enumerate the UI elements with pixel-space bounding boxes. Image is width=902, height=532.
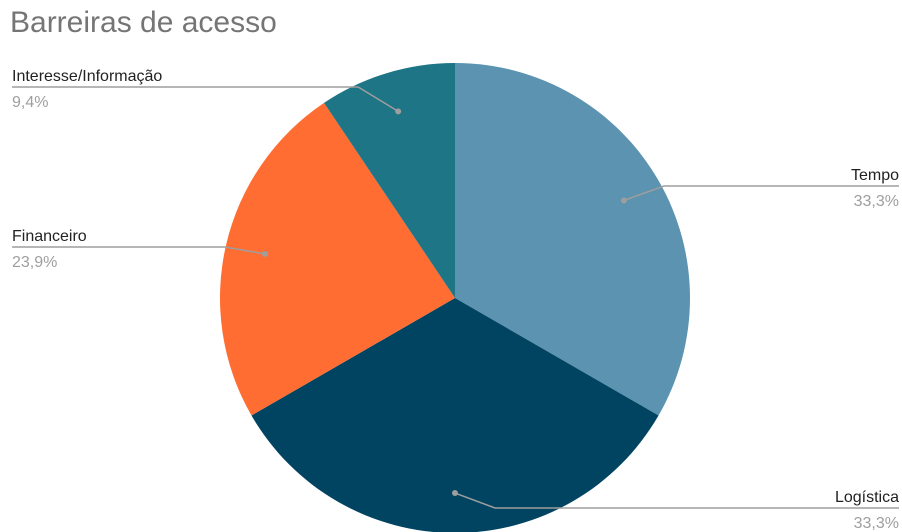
slice-label-interesse-informacao: Interesse/Informação — [12, 68, 162, 85]
slice-label-tempo: Tempo — [851, 167, 899, 184]
pie-slice-logistica[interactable] — [251, 298, 659, 532]
pie-slice-interesse-informacao[interactable] — [324, 63, 455, 298]
chart-title: Barreiras de acesso — [10, 6, 277, 39]
callout-dot-logistica — [452, 490, 458, 497]
pie-slice-financeiro[interactable] — [220, 102, 455, 416]
pie-slice-tempo[interactable] — [455, 63, 690, 416]
slice-percent-logistica: 33,3% — [854, 515, 899, 532]
callout-line-tempo — [623, 185, 899, 202]
callout-line-interesse-informacao — [12, 86, 399, 113]
pie-callouts: Tempo 33,3% Logística 33,3% Financeiro 23,9% I… — [12, 68, 899, 532]
slice-label-financeiro: Financeiro — [12, 228, 87, 245]
slice-label-logistica: Logística — [835, 489, 899, 506]
callout-dot-tempo — [620, 197, 627, 204]
callout-line-financeiro — [12, 246, 266, 255]
slice-percent-interesse-informacao: 9,4% — [12, 94, 48, 111]
callout-line-logistica — [454, 492, 899, 509]
callout-dot-financeiro — [261, 250, 268, 257]
slice-percent-financeiro: 23,9% — [12, 254, 57, 271]
slice-percent-tempo: 33,3% — [854, 193, 899, 210]
pie-slices — [220, 63, 690, 532]
callout-dot-interesse-informacao — [395, 108, 402, 115]
